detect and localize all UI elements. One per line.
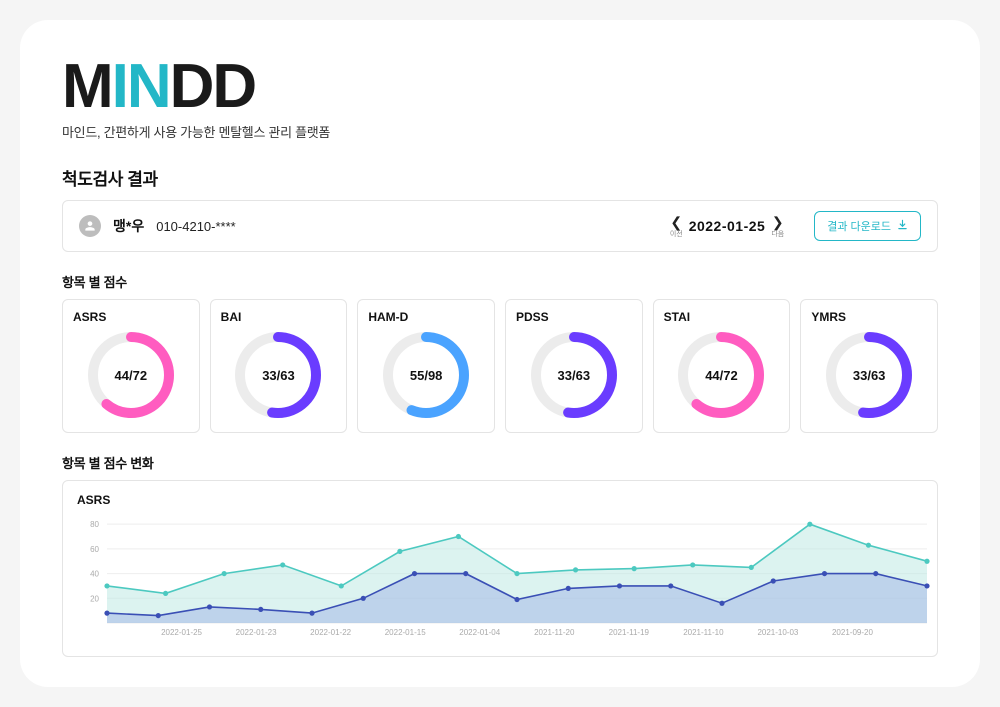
score-donut: 55/98	[381, 330, 471, 420]
svg-text:2021-11-10: 2021-11-10	[683, 628, 724, 637]
prev-label: 이전	[670, 229, 683, 239]
svg-text:2021-10-03: 2021-10-03	[757, 628, 798, 637]
svg-text:40: 40	[90, 570, 99, 579]
current-date: 2022-01-25	[689, 218, 766, 234]
logo-segment-m: M	[62, 52, 112, 121]
score-value: 33/63	[824, 330, 914, 420]
svg-text:2022-01-15: 2022-01-15	[385, 628, 426, 637]
score-donut: 44/72	[676, 330, 766, 420]
score-code: HAM-D	[368, 310, 484, 324]
brand-logo: MINDD	[62, 56, 938, 118]
next-label: 다음	[771, 229, 784, 239]
svg-text:2021-11-20: 2021-11-20	[534, 628, 575, 637]
svg-text:2021-11-19: 2021-11-19	[609, 628, 650, 637]
brand-tagline: 마인드, 간편하게 사용 가능한 멘탈헬스 관리 플랫폼	[62, 122, 938, 141]
svg-text:2022-01-25: 2022-01-25	[161, 628, 202, 637]
svg-text:20: 20	[90, 594, 99, 603]
score-card: PDSS 33/63	[505, 299, 643, 433]
logo-segment-in: IN	[112, 52, 170, 121]
score-card: YMRS 33/63	[800, 299, 938, 433]
avatar-icon	[79, 215, 101, 237]
svg-text:60: 60	[90, 545, 99, 554]
score-value: 33/63	[233, 330, 323, 420]
trend-subtitle: 항목 별 점수 변화	[62, 453, 938, 472]
prev-date-button[interactable]: ❮ 이전	[670, 214, 683, 239]
score-value: 44/72	[86, 330, 176, 420]
svg-text:2022-01-04: 2022-01-04	[459, 628, 500, 637]
trend-area-chart: 20 40 60 80 2022-01-25 2022-01-23 2022-01-22 20…	[77, 513, 937, 643]
svg-text:2021-09-20: 2021-09-20	[832, 628, 873, 637]
download-icon	[897, 219, 908, 233]
score-code: STAI	[664, 310, 780, 324]
scores-subtitle: 항목 별 점수	[62, 272, 938, 291]
date-navigator: ❮ 이전 2022-01-25 ❯ 다음	[670, 214, 784, 239]
patient-phone: 010-4210-****	[156, 219, 236, 234]
next-date-button[interactable]: ❯ 다음	[771, 214, 784, 239]
score-code: PDSS	[516, 310, 632, 324]
svg-text:2022-01-22: 2022-01-22	[310, 628, 351, 637]
score-value: 33/63	[529, 330, 619, 420]
download-results-button[interactable]: 결과 다운로드	[814, 211, 921, 241]
score-card: BAI 33/63	[210, 299, 348, 433]
score-donut: 33/63	[233, 330, 323, 420]
score-donut: 33/63	[529, 330, 619, 420]
score-card: STAI 44/72	[653, 299, 791, 433]
score-card: ASRS 44/72	[62, 299, 200, 433]
results-section-title: 척도검사 결과	[62, 165, 938, 190]
patient-info-bar: 맹*우 010-4210-**** ❮ 이전 2022-01-25 ❯ 다음 결…	[62, 200, 938, 252]
score-donut: 33/63	[824, 330, 914, 420]
score-card: HAM-D 55/98	[357, 299, 495, 433]
logo-segment-dd: DD	[170, 52, 256, 121]
trend-chart-card: ASRS 20 40 60 80 2022-01-25 2022-01-23 2022-01…	[62, 480, 938, 657]
patient-name: 맹*우	[113, 216, 144, 236]
score-code: BAI	[221, 310, 337, 324]
svg-text:2022-01-23: 2022-01-23	[236, 628, 277, 637]
trend-series-label: ASRS	[77, 493, 923, 507]
score-code: ASRS	[73, 310, 189, 324]
score-value: 55/98	[381, 330, 471, 420]
dashboard-card: MINDD 마인드, 간편하게 사용 가능한 멘탈헬스 관리 플랫폼 척도검사 …	[20, 20, 980, 687]
score-card-grid: ASRS 44/72 BAI 33/63 HAM-D 55/98 PDSS 33/63 STAI…	[62, 299, 938, 433]
download-label: 결과 다운로드	[827, 218, 891, 234]
svg-text:80: 80	[90, 520, 99, 529]
score-value: 44/72	[676, 330, 766, 420]
score-code: YMRS	[811, 310, 927, 324]
score-donut: 44/72	[86, 330, 176, 420]
